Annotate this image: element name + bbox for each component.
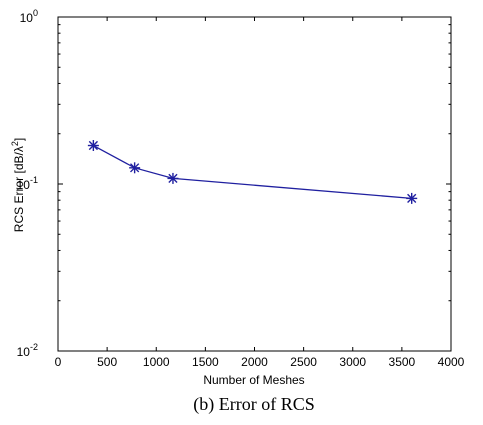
x-tick-label: 500 xyxy=(97,355,117,369)
series-line xyxy=(93,144,412,200)
figure-caption: (b) Error of RCS xyxy=(193,394,314,415)
data-point-marker xyxy=(167,172,179,184)
x-tick-label: 0 xyxy=(55,355,62,369)
y-axis-title-end: ] xyxy=(12,138,26,141)
x-ticks: 0 500 1000 1500 2000 2500 3000 3500 4000 xyxy=(55,17,465,369)
y-axis-title-exp: 2 xyxy=(10,141,20,146)
y-axis-title-lambda: λ xyxy=(12,146,26,152)
series-layer xyxy=(87,140,418,204)
y-ticks: 10-2 10-1 100 xyxy=(17,8,451,359)
y-axis-title-main: RCS Error [dB/ xyxy=(12,152,26,233)
x-tick-label: 2000 xyxy=(241,355,268,369)
y-tick-label: 10-1 xyxy=(17,175,38,192)
x-tick-label: 3000 xyxy=(339,355,366,369)
y-tick-label: 100 xyxy=(20,8,38,25)
x-axis-title: Number of Meshes xyxy=(203,373,304,387)
x-tick-label: 4000 xyxy=(438,355,465,369)
plot-frame xyxy=(57,16,452,352)
x-tick-label: 2500 xyxy=(290,355,317,369)
data-point-marker xyxy=(87,140,99,152)
data-point-marker xyxy=(129,162,141,174)
y-tick-label: 10-2 xyxy=(17,342,38,359)
x-tick-label: 1000 xyxy=(143,355,170,369)
x-tick-label: 1500 xyxy=(192,355,219,369)
data-point-marker xyxy=(406,192,418,204)
x-tick-label: 3500 xyxy=(389,355,416,369)
y-axis-title: RCS Error [dB/λ2] xyxy=(10,138,26,232)
